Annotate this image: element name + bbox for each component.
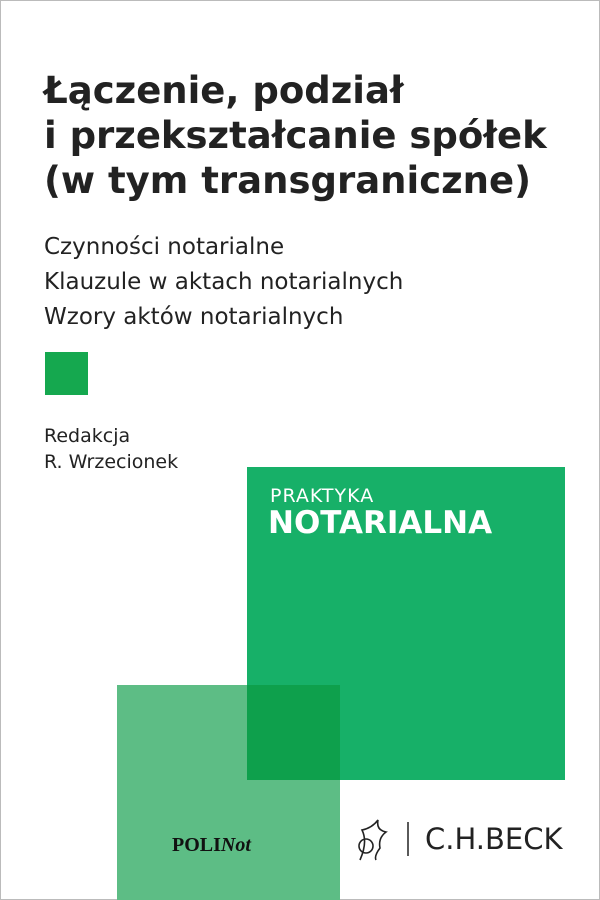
imprint-logo: POLINot	[172, 834, 252, 856]
imprint-regular: Not	[220, 834, 252, 856]
imprint-bold: POLI	[172, 834, 221, 856]
green-square	[45, 352, 88, 395]
subtitle-line: Klauzule w aktach notarialnych	[44, 269, 403, 295]
title-line: (w tym transgraniczne)	[44, 159, 531, 202]
publisher: C.H.BECK	[425, 822, 563, 856]
title-line: i przekształcanie spółek	[44, 114, 548, 157]
series-top: PRAKTYKA	[270, 485, 374, 507]
series-bottom: NOTARIALNA	[268, 505, 492, 541]
overlap-block	[247, 685, 340, 780]
subtitle-line: Wzory aktów notarialnych	[44, 304, 343, 330]
title-line: Łączenie, podział	[42, 69, 405, 112]
subtitle-line: Czynności notarialne	[44, 234, 284, 260]
editor-label: Redakcja	[44, 425, 130, 447]
griffin-logo	[358, 819, 388, 861]
editor: R. Wrzecionek	[44, 451, 178, 473]
